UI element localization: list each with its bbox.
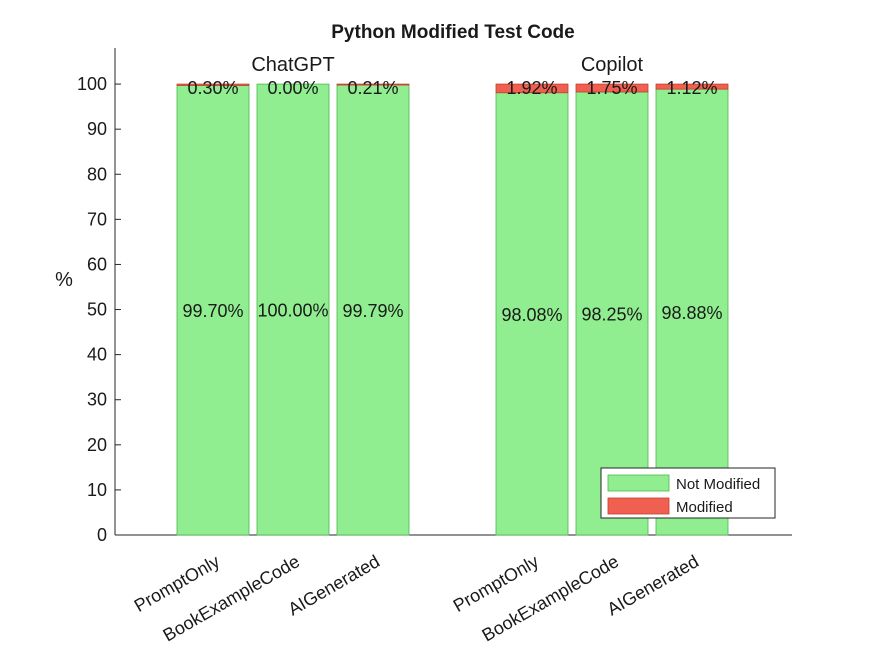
group-label: Copilot	[581, 54, 644, 76]
y-tick-label: 100	[77, 74, 107, 94]
x-tick-label: AIGenerated	[604, 551, 702, 619]
y-tick-label: 40	[87, 345, 107, 365]
y-tick-label: 50	[87, 300, 107, 320]
data-label-modified: 1.92%	[506, 78, 557, 98]
bar-modified	[336, 83, 410, 86]
data-label-modified: 0.30%	[187, 78, 238, 98]
y-tick-label: 0	[97, 525, 107, 545]
data-label-modified: 1.12%	[666, 78, 717, 98]
x-tick-label: AIGenerated	[285, 551, 383, 619]
y-tick-label: 80	[87, 164, 107, 184]
bar-modified	[655, 83, 729, 90]
y-tick-label: 10	[87, 480, 107, 500]
bar-not-modified	[176, 85, 250, 536]
y-axis-title: %	[55, 269, 73, 291]
data-label-not-modified: 100.00%	[257, 301, 328, 321]
data-label-not-modified: 99.79%	[342, 301, 403, 321]
bar-modified	[495, 83, 569, 94]
chart-title: Python Modified Test Code	[331, 22, 574, 43]
bar-modified	[176, 83, 250, 86]
data-label-modified: 1.75%	[586, 78, 637, 98]
data-label-not-modified: 98.08%	[501, 305, 562, 325]
legend-swatch	[607, 474, 670, 492]
legend-label: Not Modified	[676, 476, 760, 493]
plot-area: 0 10 20 30 40 50 60 70 80 90 100 ChatGPT 99.70% 0.30%…	[77, 48, 792, 646]
bar-not-modified	[336, 84, 410, 536]
y-tick-label: 90	[87, 119, 107, 139]
bar-not-modified	[256, 83, 330, 536]
bar-not-modified	[495, 92, 569, 536]
bar-not-modified	[655, 88, 729, 536]
y-tick-label: 60	[87, 254, 107, 274]
data-label-not-modified: 98.88%	[661, 303, 722, 323]
legend-swatch	[607, 497, 670, 515]
legend: Not Modified Modified	[600, 467, 776, 519]
data-label-modified: 0.00%	[267, 78, 318, 98]
data-label-not-modified: 98.25%	[581, 304, 642, 324]
x-tick-label: BookExampleCode	[160, 551, 303, 645]
bar-modified	[575, 83, 649, 93]
legend-label: Modified	[676, 499, 733, 516]
x-tick-label: BookExampleCode	[479, 551, 622, 645]
group-label: ChatGPT	[251, 54, 334, 76]
y-tick-label: 30	[87, 390, 107, 410]
y-tick-label: 70	[87, 209, 107, 229]
data-label-not-modified: 99.70%	[182, 301, 243, 321]
y-tick-label: 20	[87, 435, 107, 455]
data-label-modified: 0.21%	[347, 78, 398, 98]
bar-not-modified	[575, 91, 649, 536]
